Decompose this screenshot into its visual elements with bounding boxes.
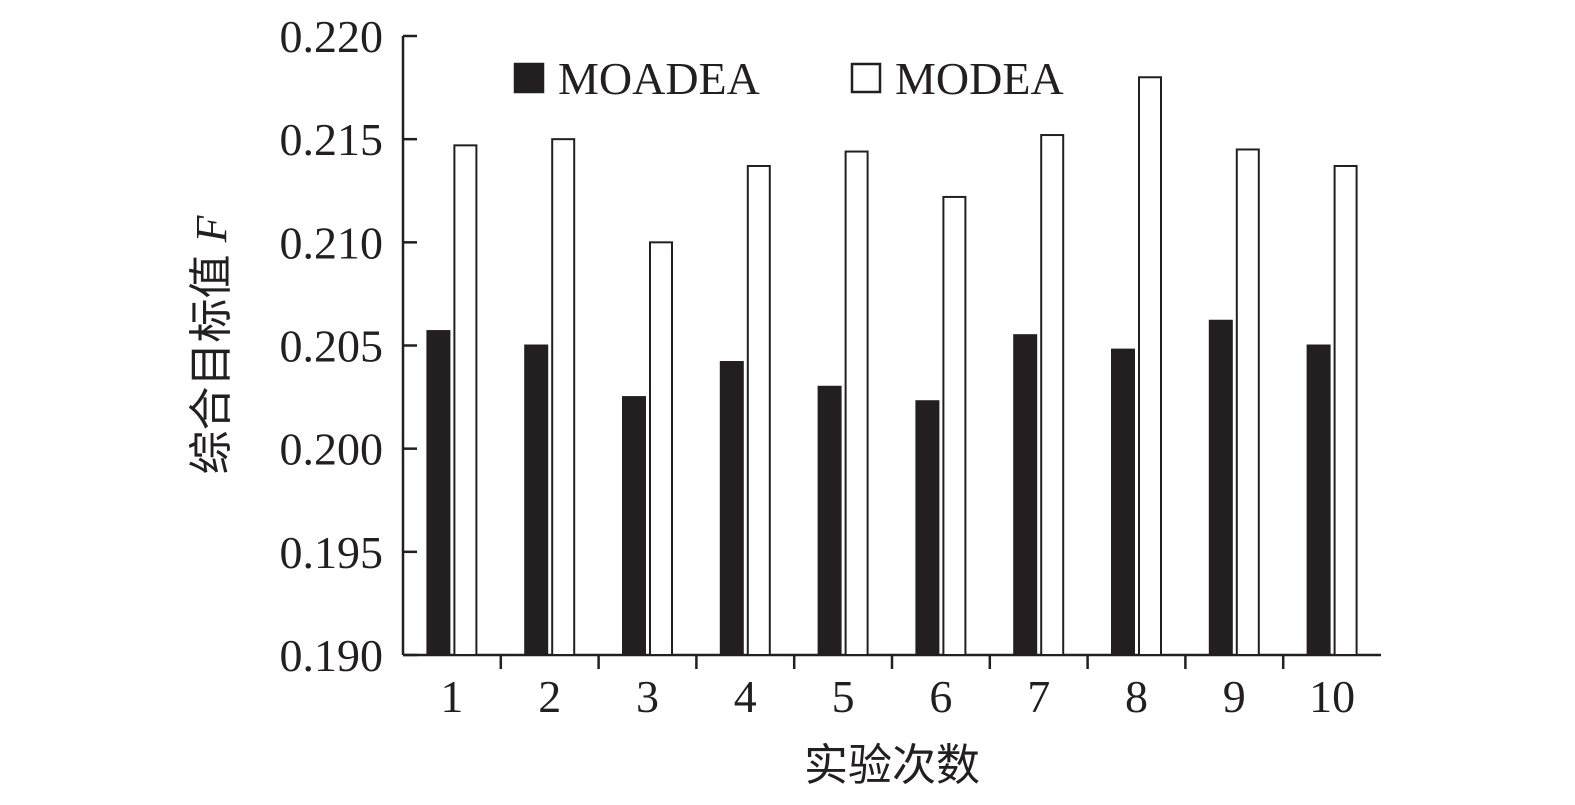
y-tick-label: 0.195	[280, 527, 384, 578]
x-axis-title: 实验次数	[804, 740, 980, 791]
bar-modea-9	[1235, 148, 1260, 656]
x-tick-label: 9	[1223, 671, 1246, 722]
bar-moadea-9	[1208, 319, 1233, 656]
y-axis-title-text: 综合目标值	[186, 254, 237, 474]
bar-modea-6	[942, 195, 967, 656]
bar-moadea-3	[622, 396, 646, 656]
x-tick-label: 5	[832, 671, 855, 722]
bar-modea-1	[453, 144, 478, 657]
legend-label-modea: MODEA	[895, 53, 1064, 104]
bars	[426, 76, 1358, 657]
bar-modea-7	[1040, 134, 1065, 657]
bar-moadea-6	[915, 400, 940, 656]
y-tick-label: 0.220	[280, 11, 384, 62]
y-tick-label: 0.205	[280, 321, 384, 372]
legend-swatch-modea	[850, 62, 882, 94]
bar-moadea-5	[817, 385, 842, 656]
x-tick-label: 1	[440, 671, 463, 722]
bar-modea-4	[746, 164, 771, 657]
bar-modea-8	[1138, 76, 1162, 657]
bar-modea-3	[649, 241, 673, 656]
x-tick-label: 4	[734, 671, 757, 722]
bar-moadea-1	[426, 330, 451, 656]
bar-moadea-7	[1013, 334, 1038, 656]
bar-moadea-8	[1111, 348, 1135, 656]
y-axis-title-variable: F	[187, 214, 236, 243]
x-tick-label: 7	[1027, 671, 1050, 722]
bar-modea-10	[1333, 164, 1358, 657]
bar-modea-5	[844, 150, 869, 656]
bar-modea-2	[551, 138, 576, 656]
y-axis: 0.190 0.195 0.200 0.205 0.210 0.215 0.220	[280, 11, 417, 681]
y-tick-label: 0.215	[280, 114, 384, 165]
y-tick-label: 0.210	[280, 217, 384, 268]
bar-moadea-10	[1306, 344, 1331, 656]
bar-moadea-4	[719, 361, 744, 656]
legend: MOADEA MODEA	[513, 53, 1064, 104]
x-tick-label: 8	[1125, 671, 1148, 722]
legend-label-moadea: MOADEA	[558, 53, 760, 104]
x-axis: 1 2 3 4 5 6 7 8 9 10	[403, 653, 1381, 722]
x-tick-label: 2	[538, 671, 561, 722]
x-tick-label: 10	[1309, 671, 1355, 722]
legend-swatch-moadea	[513, 62, 545, 94]
bar-moadea-2	[524, 344, 549, 656]
y-axis-title: 综合目标值 F	[186, 214, 237, 474]
x-tick-label: 3	[636, 671, 659, 722]
x-tick-label: 6	[929, 671, 952, 722]
y-tick-label: 0.190	[280, 630, 384, 681]
y-tick-label: 0.200	[280, 424, 384, 475]
